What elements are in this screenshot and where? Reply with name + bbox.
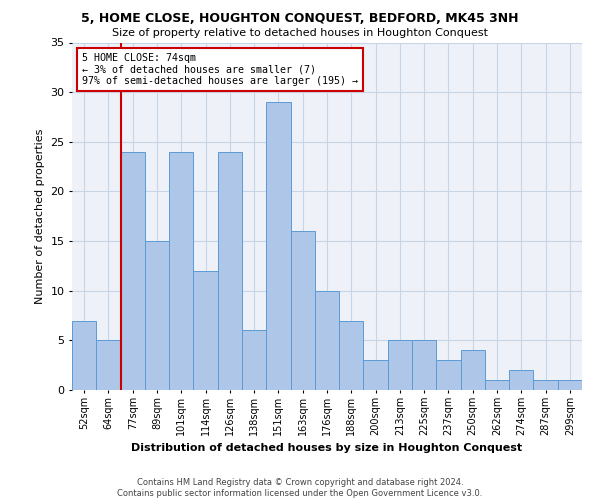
Y-axis label: Number of detached properties: Number of detached properties xyxy=(35,128,44,304)
Bar xyxy=(96,340,121,390)
Bar xyxy=(509,370,533,390)
Bar xyxy=(461,350,485,390)
Text: Contains HM Land Registry data © Crown copyright and database right 2024.
Contai: Contains HM Land Registry data © Crown c… xyxy=(118,478,482,498)
Bar xyxy=(436,360,461,390)
Bar xyxy=(339,320,364,390)
Bar xyxy=(364,360,388,390)
Bar xyxy=(266,102,290,390)
Text: 5, HOME CLOSE, HOUGHTON CONQUEST, BEDFORD, MK45 3NH: 5, HOME CLOSE, HOUGHTON CONQUEST, BEDFOR… xyxy=(81,12,519,26)
Bar xyxy=(315,290,339,390)
Bar xyxy=(218,152,242,390)
Bar xyxy=(485,380,509,390)
Bar xyxy=(388,340,412,390)
Bar xyxy=(533,380,558,390)
Bar xyxy=(121,152,145,390)
Bar xyxy=(558,380,582,390)
Bar xyxy=(290,231,315,390)
Text: 5 HOME CLOSE: 74sqm
← 3% of detached houses are smaller (7)
97% of semi-detached: 5 HOME CLOSE: 74sqm ← 3% of detached hou… xyxy=(82,53,358,86)
Text: Size of property relative to detached houses in Houghton Conquest: Size of property relative to detached ho… xyxy=(112,28,488,38)
Bar xyxy=(169,152,193,390)
Bar xyxy=(193,271,218,390)
Bar xyxy=(72,320,96,390)
X-axis label: Distribution of detached houses by size in Houghton Conquest: Distribution of detached houses by size … xyxy=(131,444,523,454)
Bar xyxy=(145,241,169,390)
Bar xyxy=(412,340,436,390)
Bar xyxy=(242,330,266,390)
